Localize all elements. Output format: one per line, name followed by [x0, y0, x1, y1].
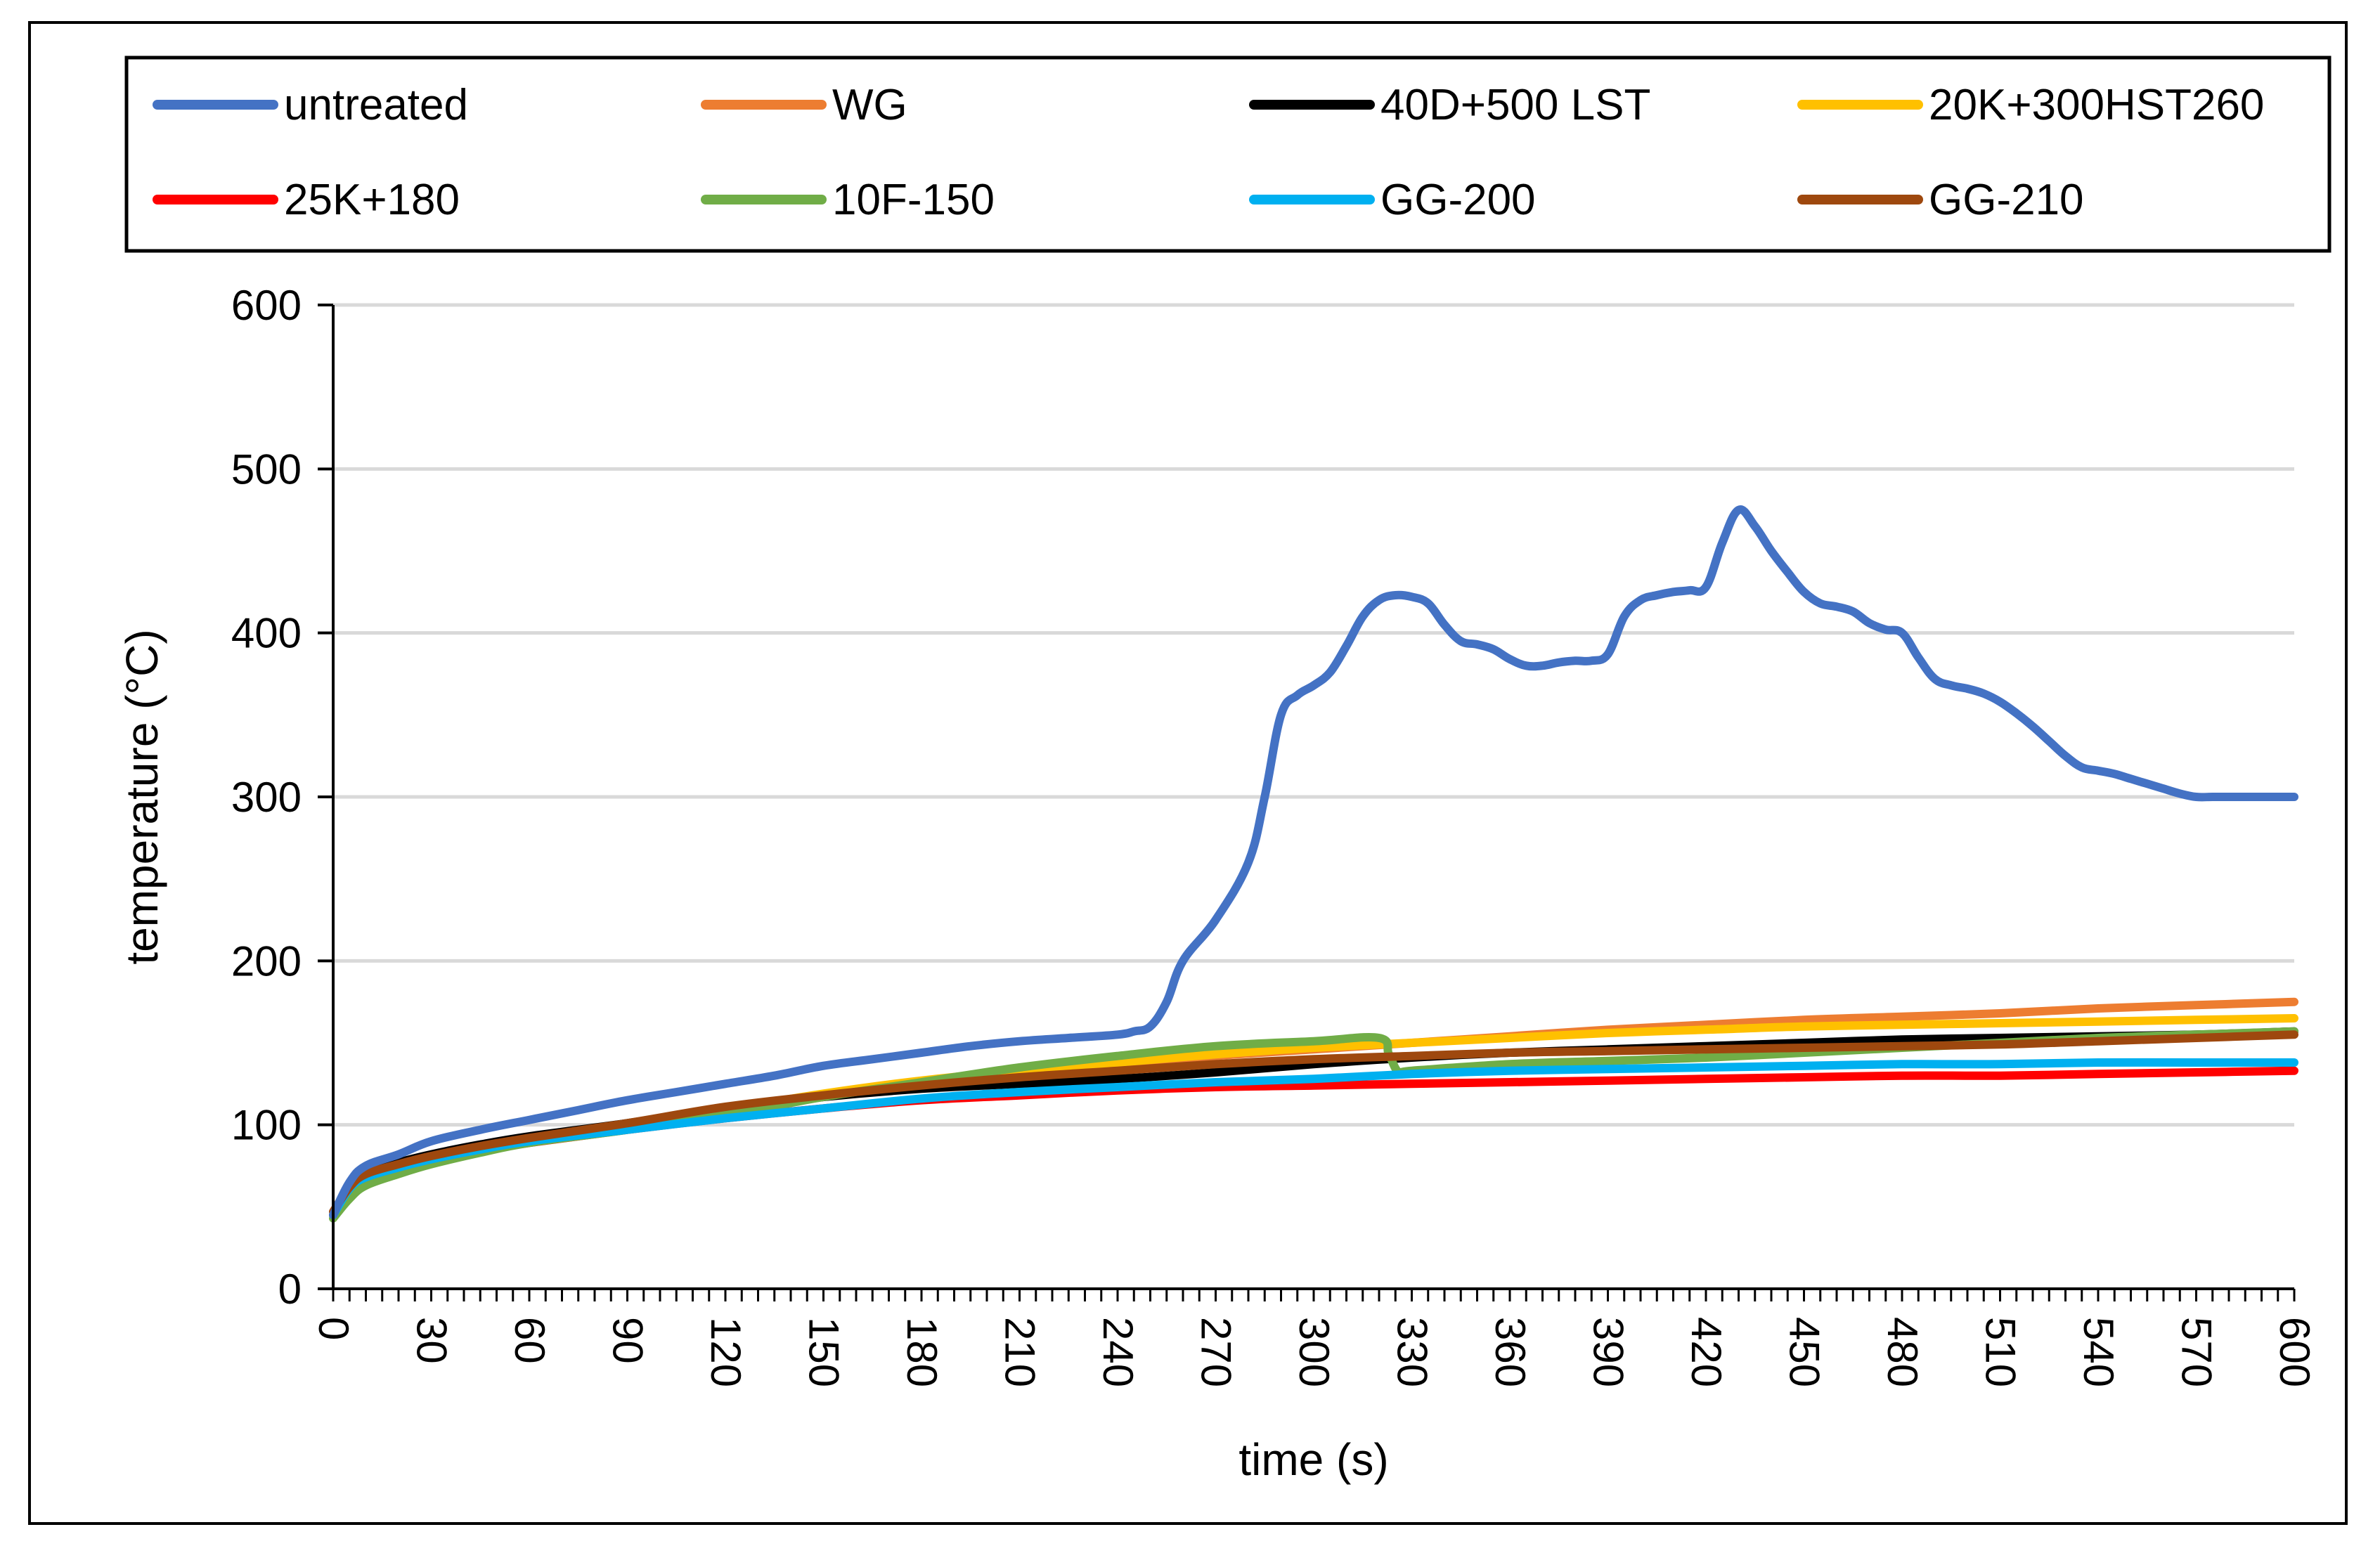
x-tick-label-0: 0: [310, 1317, 357, 1340]
y-tick-label-0: 0: [278, 1266, 302, 1313]
x-tick-label-600: 600: [2271, 1317, 2318, 1387]
y-tick-label-300: 300: [231, 774, 302, 821]
x-tick-label-120: 120: [702, 1317, 749, 1387]
y-tick-label-500: 500: [231, 446, 302, 493]
x-tick-label-180: 180: [898, 1317, 945, 1387]
legend-label-untreated: untreated: [284, 81, 468, 129]
x-tick-label-150: 150: [801, 1317, 848, 1387]
line-chart: untreated WG 40D+500 LST 20K+300HST260 25K+1…: [117, 56, 2332, 1485]
series-line-gg-210: [329, 1030, 2298, 1216]
x-tick-label-510: 510: [1977, 1317, 2024, 1387]
x-tick-label-210: 210: [997, 1317, 1044, 1387]
x-tick-label-240: 240: [1094, 1317, 1142, 1387]
legend-label-wg: WG: [832, 81, 907, 129]
x-tick-label-300: 300: [1291, 1317, 1338, 1387]
x-tick-label-90: 90: [604, 1317, 652, 1364]
legend-label-40d-500-lst: 40D+500 LST: [1380, 81, 1650, 129]
y-tick-label-600: 600: [231, 282, 302, 329]
legend: untreated WG 40D+500 LST 20K+300HST260 25K+1…: [124, 56, 2332, 253]
x-tick-label-30: 30: [408, 1317, 455, 1364]
axes: [318, 304, 2296, 1301]
series-line-untreated: [329, 505, 2298, 1219]
legend-label-gg-210: GG-210: [1929, 176, 2084, 224]
x-tick-label-390: 390: [1585, 1317, 1632, 1387]
legend-label-gg-200: GG-200: [1380, 176, 1536, 224]
y-tick-label-200: 200: [231, 937, 302, 985]
figure-frame: untreated WG 40D+500 LST 20K+300HST260 25K+1…: [28, 21, 2348, 1525]
legend-label-10f-150: 10F-150: [832, 176, 995, 224]
legend-label-25k-180: 25K+180: [284, 176, 460, 224]
x-tick-label-570: 570: [2173, 1317, 2220, 1387]
y-tick-label-400: 400: [231, 610, 302, 657]
x-tick-label-60: 60: [506, 1317, 553, 1364]
x-axis-title: time (s): [1238, 1434, 1388, 1485]
y-axis-title: temperature (°C): [117, 629, 167, 964]
x-tick-label-360: 360: [1487, 1317, 1534, 1387]
legend-box: [124, 56, 2332, 253]
x-tick-label-420: 420: [1683, 1317, 1730, 1387]
y-tick-label-100: 100: [231, 1102, 302, 1149]
grid: [333, 303, 2294, 1127]
legend-label-20k-300hst260: 20K+300HST260: [1929, 81, 2264, 129]
x-tick-label-540: 540: [2075, 1317, 2122, 1387]
x-tick-label-270: 270: [1193, 1317, 1240, 1387]
series-line-25k-180: [329, 1066, 2298, 1219]
x-tick-label-480: 480: [1879, 1317, 1926, 1387]
x-tick-label-330: 330: [1389, 1317, 1436, 1387]
series-group: [329, 505, 2298, 1223]
tick-labels: 0 100 200 300 400 500 600 0 30 60 90 120 150 180 210 24…: [231, 282, 2318, 1387]
x-tick-label-450: 450: [1781, 1317, 1828, 1387]
